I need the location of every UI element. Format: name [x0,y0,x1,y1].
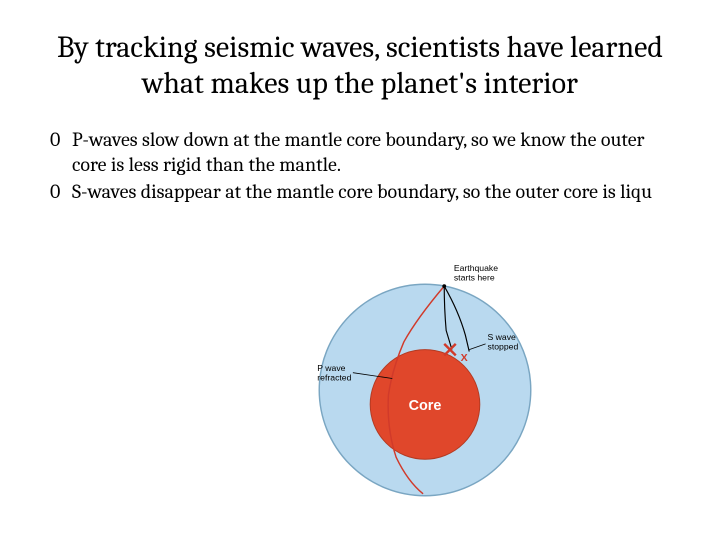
list-item: 0 P-waves slow down at the mantle core b… [50,127,670,177]
pwave-label: P wave refracted [317,363,351,383]
epicenter-dot [442,284,446,288]
list-item: 0 S-waves disappear at the mantle core b… [50,179,670,204]
seismic-diagram: Core X Earthquake starts here P wave ref… [295,265,555,515]
bullet-marker: 0 [50,179,72,204]
bullet-text: S-waves disappear at the mantle core bou… [72,179,670,204]
swave-label: S wave stopped [488,332,519,352]
bullet-marker: 0 [50,127,72,177]
page-title: By tracking seismic waves, scientists ha… [50,30,670,102]
bullet-list: 0 P-waves slow down at the mantle core b… [50,127,670,204]
x-letter: X [461,352,468,364]
core-label: Core [409,398,442,414]
epicenter-label: Earthquake starts here [454,265,501,282]
bullet-text: P-waves slow down at the mantle core bou… [72,127,670,177]
